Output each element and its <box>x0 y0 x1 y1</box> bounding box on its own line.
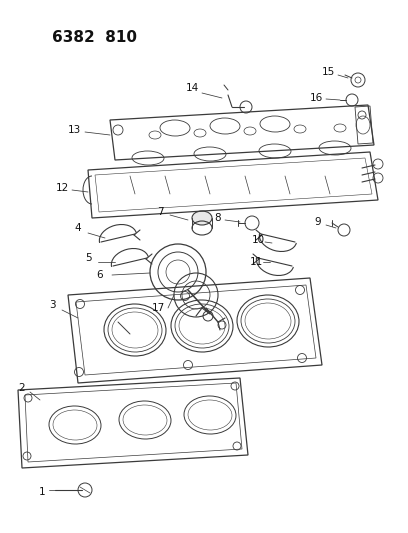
Text: 15: 15 <box>322 67 335 77</box>
Text: 8: 8 <box>215 213 221 223</box>
Text: 17: 17 <box>151 303 164 313</box>
Text: 1: 1 <box>39 487 45 497</box>
Text: 11: 11 <box>249 257 263 267</box>
Text: 6382  810: 6382 810 <box>52 30 137 45</box>
Text: 12: 12 <box>55 183 69 193</box>
Text: 2: 2 <box>19 383 25 393</box>
Text: 6: 6 <box>97 270 103 280</box>
Text: 9: 9 <box>315 217 322 227</box>
Text: 13: 13 <box>67 125 81 135</box>
Text: 14: 14 <box>185 83 199 93</box>
Text: 16: 16 <box>309 93 323 103</box>
Text: 5: 5 <box>85 253 91 263</box>
Text: 10: 10 <box>251 235 264 245</box>
Ellipse shape <box>192 211 212 225</box>
Text: 7: 7 <box>157 207 163 217</box>
Text: 3: 3 <box>49 300 55 310</box>
Text: 4: 4 <box>75 223 81 233</box>
